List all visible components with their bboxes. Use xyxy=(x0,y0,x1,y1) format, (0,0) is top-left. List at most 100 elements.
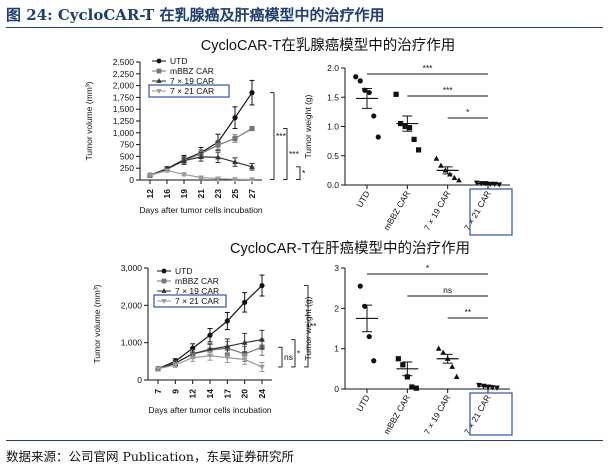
legend-highlight-box xyxy=(148,84,230,98)
data-point xyxy=(249,90,255,96)
y-axis-label: Tumor weight (g) xyxy=(303,296,313,360)
data-point xyxy=(198,153,204,159)
data-point xyxy=(476,382,482,389)
y-tick-label: 0.0 xyxy=(327,180,339,190)
data-point xyxy=(232,177,238,183)
legend-marker xyxy=(156,58,162,64)
x-tick-label: 7 × 19 CAR xyxy=(422,393,453,436)
legend-marker xyxy=(161,278,167,284)
data-point xyxy=(357,283,363,289)
y-tick-label: 500 xyxy=(120,151,134,161)
y-tick-label: 0 xyxy=(334,384,339,394)
data-point xyxy=(411,136,417,142)
y-tick-label: 2.0 xyxy=(327,63,339,73)
y-tick-label: 1,500 xyxy=(113,104,135,114)
category-highlight-box xyxy=(469,188,513,236)
legend-label: 7 × 19 CAR xyxy=(170,76,214,86)
figure-title: 图 24: CycloCAR-T 在乳腺癌及肝癌模型中的治疗作用 xyxy=(6,6,385,24)
data-point xyxy=(406,125,413,131)
source-rule xyxy=(6,440,603,441)
significance-label: * xyxy=(466,107,470,117)
data-point xyxy=(241,357,248,363)
y-tick-label: 2,500 xyxy=(113,57,135,67)
data-point xyxy=(371,358,377,364)
x-tick-label: 23 xyxy=(213,189,223,199)
legend-highlight-box xyxy=(153,294,227,308)
x-tick-label: 7 × 19 CAR xyxy=(422,189,453,232)
legend-label: 7 × 21 CAR xyxy=(175,296,219,306)
x-tick-label: 9 xyxy=(170,389,180,394)
data-point xyxy=(155,366,161,372)
legend-marker xyxy=(156,68,162,74)
significance-bracket xyxy=(270,92,275,180)
y-axis-label: Tumor weight (g) xyxy=(303,94,313,158)
significance-bracket xyxy=(283,128,288,180)
legend-marker xyxy=(156,78,162,83)
y-tick-label: 3,000 xyxy=(121,263,143,273)
breast_weight-plot: 0.0 0.5 1.0 1.5 2.0 Tumor weight (g) UTD mBBZ C… xyxy=(303,63,513,236)
significance-label: ns xyxy=(284,352,293,362)
breast-panel-title: CycloCAR-T在乳腺癌模型中的治疗作用 xyxy=(201,37,456,54)
significance-label: *** xyxy=(443,85,454,95)
y-tick-label: 0 xyxy=(129,175,134,185)
y-tick-label: 3 xyxy=(334,263,339,273)
significance-label: *** xyxy=(289,149,300,159)
y-tick-label: 1,000 xyxy=(113,128,135,138)
y-tick-label: 0 xyxy=(137,375,142,385)
x-tick-label: 20 xyxy=(240,389,250,399)
liver-panel-title: CycloCAR-T在肝癌模型中的治疗作用 xyxy=(230,240,470,257)
data-point xyxy=(259,282,265,289)
title-rule xyxy=(6,27,603,28)
y-tick-label: 1 xyxy=(334,344,339,354)
category-highlight-box xyxy=(469,392,513,436)
y-tick-label: 2 xyxy=(334,303,339,313)
x-tick-label: 7 xyxy=(153,389,163,394)
data-point xyxy=(395,356,401,362)
legend-label: 7 × 19 CAR xyxy=(175,286,219,296)
significance-label: *** xyxy=(423,63,434,73)
data-point xyxy=(232,115,238,121)
data-point xyxy=(242,299,248,305)
y-tick-label: 1.0 xyxy=(327,122,339,132)
data-point xyxy=(224,355,231,361)
y-tick-label: 1,250 xyxy=(113,116,135,126)
data-point xyxy=(375,134,381,140)
legend-marker xyxy=(156,89,162,94)
data-point xyxy=(172,362,179,369)
x-tick-label: 7 × 21 CAR xyxy=(462,393,493,436)
significance-label: ns xyxy=(443,285,452,295)
x-tick-label: 25 xyxy=(230,189,240,199)
data-point xyxy=(456,177,462,183)
legend-marker xyxy=(161,299,167,304)
data-point xyxy=(198,175,204,181)
x-tick-label: 17 xyxy=(222,389,232,399)
x-axis-label: Days after tumor cells incubation xyxy=(148,405,272,415)
data-point xyxy=(453,373,460,379)
legend-marker xyxy=(161,288,167,293)
data-point xyxy=(449,363,456,369)
data-point xyxy=(242,351,248,357)
data-point xyxy=(224,343,231,349)
data-point xyxy=(164,168,170,174)
legend-marker xyxy=(161,268,167,274)
significance-label: * xyxy=(302,168,306,178)
data-point xyxy=(451,174,458,181)
x-tick-label: 16 xyxy=(162,189,172,199)
significance-label: ** xyxy=(310,321,317,331)
data-point xyxy=(215,142,221,148)
significance-label: * xyxy=(297,348,301,358)
x-tick-label: 12 xyxy=(188,389,198,399)
x-tick-label: 14 xyxy=(205,389,215,399)
data-point xyxy=(393,91,399,97)
data-point xyxy=(413,385,419,391)
data-point xyxy=(249,125,255,132)
data-point xyxy=(207,332,213,338)
data-point xyxy=(415,147,422,153)
y-tick-label: 2,000 xyxy=(113,81,135,91)
significance-label: * xyxy=(426,263,430,273)
y-tick-label: 1.5 xyxy=(327,92,339,102)
data-point xyxy=(259,336,265,342)
significance-bracket xyxy=(304,285,309,368)
